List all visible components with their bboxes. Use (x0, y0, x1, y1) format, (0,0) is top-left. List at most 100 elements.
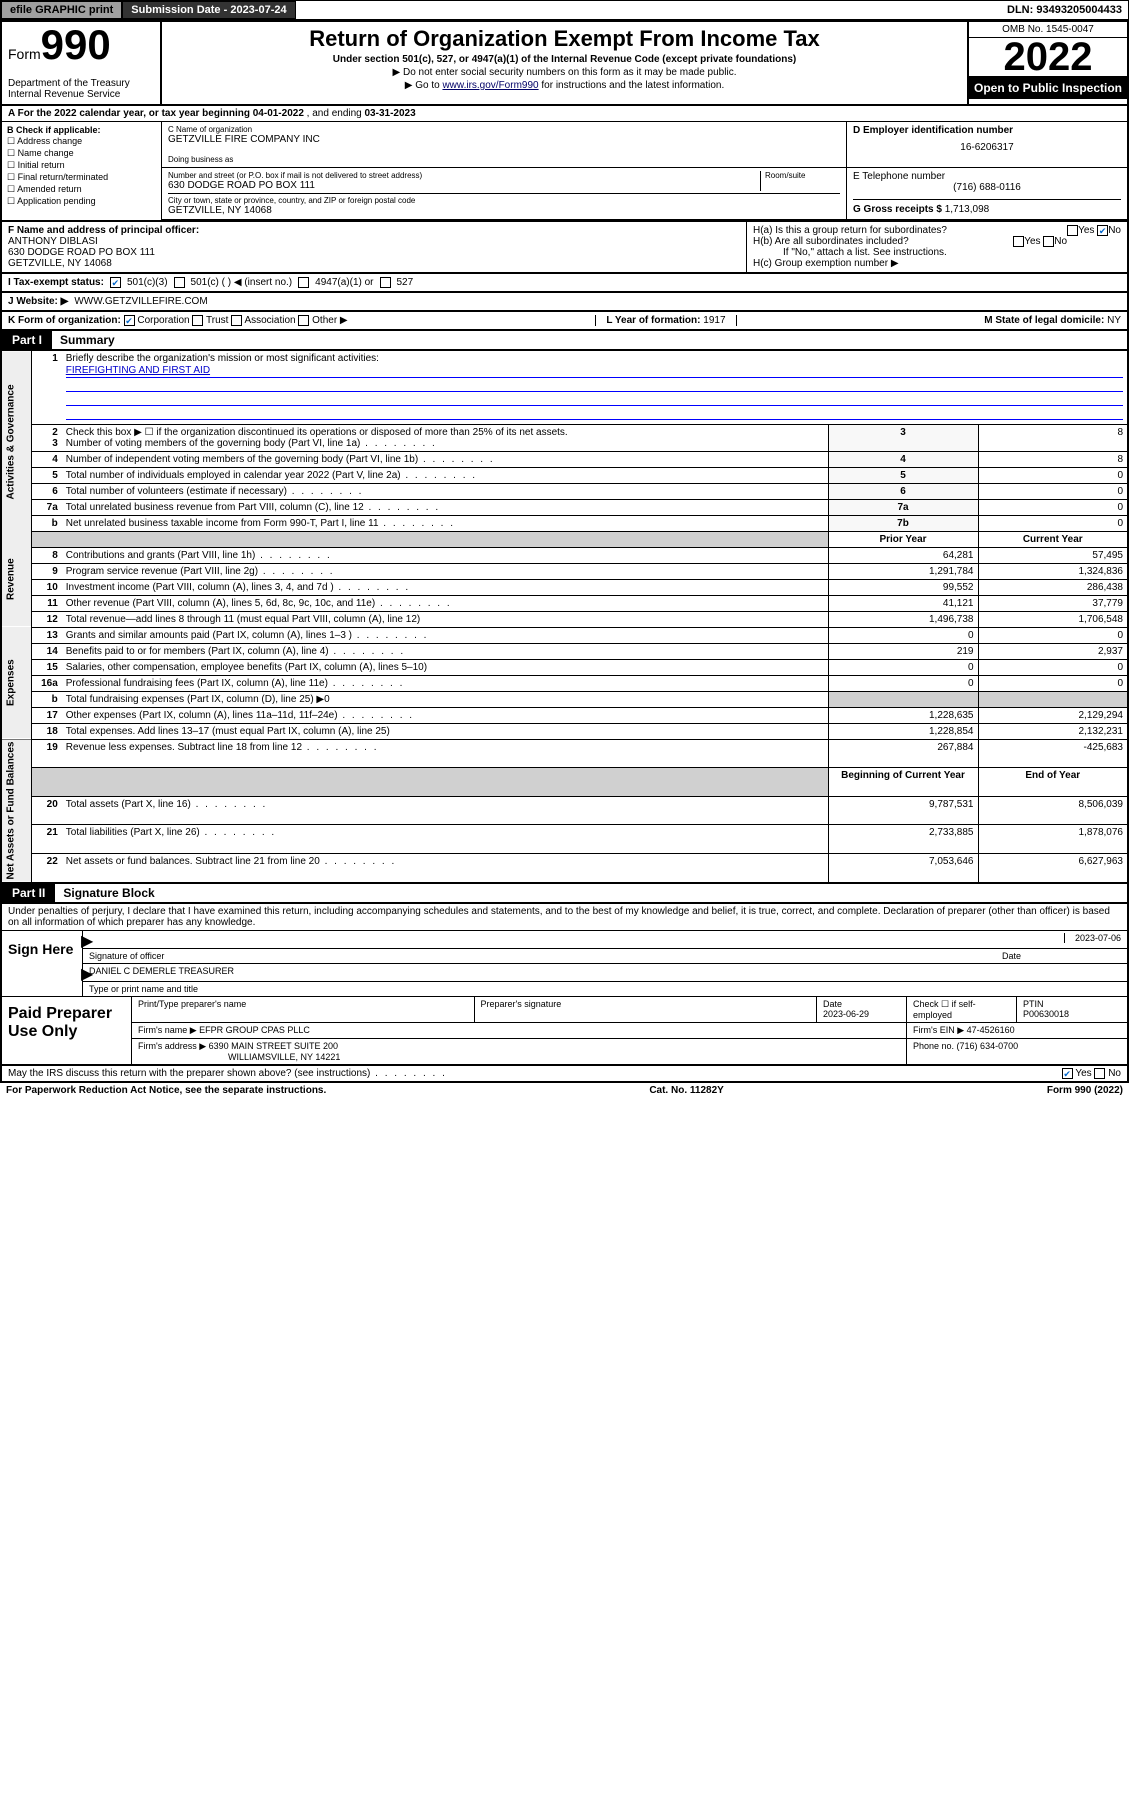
firm-ein-value: 47-4526160 (967, 1025, 1015, 1035)
mission-link[interactable]: FIREFIGHTING AND FIRST AID (66, 365, 210, 376)
sig-date-label: Date (1002, 951, 1121, 961)
eoy-hdr: End of Year (978, 768, 1128, 797)
open-inspection: Open to Public Inspection (969, 77, 1127, 99)
rev-hdr-spacer (32, 531, 62, 547)
row-l-label: L Year of formation: (606, 315, 703, 326)
discuss-yes[interactable] (1062, 1068, 1073, 1079)
line19-py: 267,884 (828, 739, 978, 768)
sub3-post: for instructions and the latest informat… (539, 80, 725, 91)
line22-cy: 6,627,963 (978, 854, 1128, 883)
ptin-label: PTIN (1023, 999, 1044, 1009)
chk-final-return-lbl: Final return/terminated (18, 172, 109, 182)
line10-num: 10 (32, 579, 62, 595)
line14-desc: Benefits paid to or for members (Part IX… (62, 643, 828, 659)
row-l-value: 1917 (703, 315, 725, 326)
part1-hdr: Part I (2, 331, 52, 349)
phone-value-2: (716) 634-0700 (957, 1041, 1019, 1051)
line4-desc: Number of independent voting members of … (62, 451, 828, 467)
col-b-checkboxes: B Check if applicable: ☐ Address change … (2, 122, 162, 220)
hb-yes[interactable] (1013, 236, 1024, 247)
subdate-value: 2023-07-24 (230, 4, 286, 16)
line4-box: 4 (828, 451, 978, 467)
part2-hdr: Part II (2, 884, 55, 902)
street-value: 630 DODGE ROAD PO BOX 111 (168, 180, 760, 191)
chk-4947[interactable] (298, 277, 309, 288)
chk-name-change-lbl: Name change (18, 148, 74, 158)
gross-value: 1,713,098 (945, 204, 990, 215)
discuss-no-lbl: No (1108, 1068, 1121, 1079)
phone-gross-block: E Telephone number (716) 688-0116 G Gros… (847, 168, 1127, 219)
line21-cy: 1,878,076 (978, 825, 1128, 854)
sig-arrow-icon: ▶ (81, 931, 93, 951)
line5-box: 5 (828, 467, 978, 483)
line12-cy: 1,706,548 (978, 611, 1128, 627)
vtab-net-assets: Net Assets or Fund Balances (1, 739, 32, 883)
chk-address-change[interactable]: ☐ Address change (7, 136, 156, 147)
chk-527[interactable] (380, 277, 391, 288)
line14-py: 219 (828, 643, 978, 659)
chk-association[interactable] (231, 315, 242, 326)
line3-text: Number of voting members of the governin… (66, 438, 437, 449)
line11-py: 41,121 (828, 595, 978, 611)
line8-desc: Contributions and grants (Part VIII, lin… (62, 547, 828, 563)
chk-trust[interactable] (192, 315, 203, 326)
ein-label: D Employer identification number (853, 125, 1013, 136)
chk-amended-return[interactable]: ☐ Amended return (7, 184, 156, 195)
line9-num: 9 (32, 563, 62, 579)
line16a-py: 0 (828, 675, 978, 691)
line10-desc: Investment income (Part VIII, column (A)… (62, 579, 828, 595)
row-a-end: 03-31-2023 (365, 108, 416, 119)
chk-final-return[interactable]: ☐ Final return/terminated (7, 172, 156, 183)
line21-num: 21 (32, 825, 62, 854)
hb-yes-lbl: Yes (1024, 236, 1040, 247)
line19-cy: -425,683 (978, 739, 1128, 768)
line7a-val: 0 (978, 499, 1128, 515)
irs-link[interactable]: www.irs.gov/Form990 (442, 80, 538, 91)
chk-501c[interactable] (174, 277, 185, 288)
line3-val: 8 (978, 424, 1128, 451)
row-j-label: J Website: ▶ (8, 296, 68, 307)
firm-name-label: Firm's name ▶ (138, 1025, 199, 1035)
opt-assoc: Association (244, 315, 295, 326)
line19-num: 19 (32, 739, 62, 768)
line18-cy: 2,132,231 (978, 723, 1128, 739)
hb-label: H(b) Are all subordinates included? (753, 236, 909, 247)
efile-button[interactable]: efile GRAPHIC print (1, 1, 122, 19)
tax-year: 2022 (969, 38, 1127, 77)
ha-yes[interactable] (1067, 225, 1078, 236)
line16b-num: b (32, 691, 62, 707)
vtab-revenue: Revenue (1, 531, 32, 627)
discuss-yes-lbl: Yes (1075, 1068, 1091, 1079)
line9-desc: Program service revenue (Part VIII, line… (62, 563, 828, 579)
line9-cy: 1,324,836 (978, 563, 1128, 579)
discuss-no[interactable] (1094, 1068, 1105, 1079)
paid-preparer-label: Paid Preparer Use Only (2, 997, 132, 1064)
ha-no[interactable] (1097, 225, 1108, 236)
firm-name-value: EFPR GROUP CPAS PLLC (199, 1025, 310, 1035)
chk-501c3[interactable] (110, 277, 121, 288)
col-b-header: B Check if applicable: (7, 125, 101, 135)
na-hdr-spacer2 (62, 768, 828, 797)
line2-3-desc: Check this box ▶ ☐ if the organization d… (62, 424, 828, 451)
chk-application-pending[interactable]: ☐ Application pending (7, 196, 156, 207)
line2-text: Check this box ▶ ☐ if the organization d… (66, 427, 568, 438)
chk-initial-return-lbl: Initial return (18, 160, 65, 170)
line18-desc: Total expenses. Add lines 13–17 (must eq… (62, 723, 828, 739)
hb-no[interactable] (1043, 236, 1054, 247)
phone-value: (716) 688-0116 (853, 182, 1121, 193)
line13-num: 13 (32, 627, 62, 643)
org-name-block: C Name of organization GETZVILLE FIRE CO… (162, 122, 847, 167)
chk-other[interactable] (298, 315, 309, 326)
line5-val: 0 (978, 467, 1128, 483)
line20-num: 20 (32, 796, 62, 825)
chk-initial-return[interactable]: ☐ Initial return (7, 160, 156, 171)
line7a-num: 7a (32, 499, 62, 515)
line7b-val: 0 (978, 515, 1128, 531)
chk-name-change[interactable]: ☐ Name change (7, 148, 156, 159)
line20-py: 9,787,531 (828, 796, 978, 825)
chk-corporation[interactable] (124, 315, 135, 326)
line21-py: 2,733,885 (828, 825, 978, 854)
firm-addr1: 6390 MAIN STREET SUITE 200 (209, 1041, 338, 1051)
section-fh: F Name and address of principal officer:… (0, 222, 1129, 274)
prior-year-hdr: Prior Year (828, 531, 978, 547)
